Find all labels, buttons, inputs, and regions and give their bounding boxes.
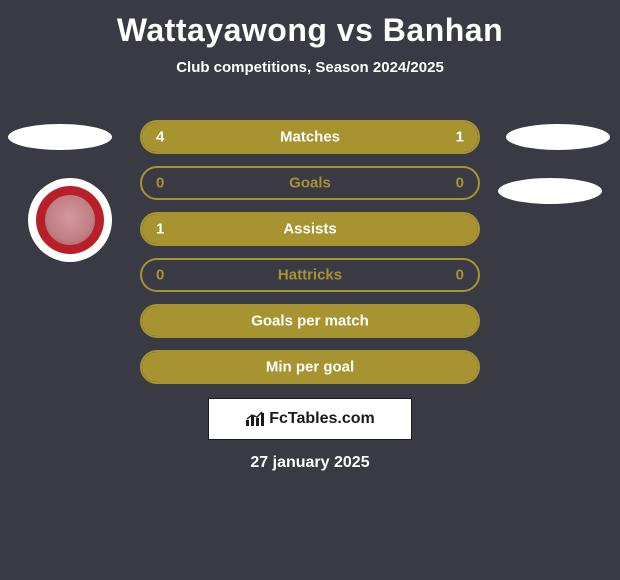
stat-name: Matches: [280, 129, 340, 146]
page-title: Wattayawong vs Banhan: [0, 0, 620, 49]
brand-text: FcTables.com: [269, 410, 375, 428]
stat-row: Goals per match: [140, 304, 480, 338]
decor-ellipse-top-left: [8, 124, 112, 150]
decor-ellipse-mid-right: [498, 178, 602, 204]
stat-name: Goals: [289, 175, 331, 192]
stat-row: 4 1 Matches: [140, 120, 480, 154]
stat-fill-right: [411, 122, 478, 152]
brand-link[interactable]: FcTables.com: [208, 398, 412, 440]
stat-value-right: 1: [456, 129, 464, 146]
stat-name: Min per goal: [266, 359, 354, 376]
chart-icon: [245, 411, 265, 427]
stat-value-left: 4: [156, 129, 164, 146]
page-subtitle: Club competitions, Season 2024/2025: [0, 59, 620, 76]
stat-value-left: 0: [156, 267, 164, 284]
decor-ellipse-top-right: [506, 124, 610, 150]
stat-value-left: 1: [156, 221, 164, 238]
date-text: 27 january 2025: [250, 454, 369, 472]
stat-value-right: 0: [456, 175, 464, 192]
stat-value-left: 0: [156, 175, 164, 192]
stat-value-right: 0: [456, 267, 464, 284]
stat-name: Hattricks: [278, 267, 342, 284]
stat-value-right: 0: [456, 221, 464, 238]
stat-name: Goals per match: [251, 313, 369, 330]
stat-row: 1 0 Assists: [140, 212, 480, 246]
stat-fill-left: [142, 122, 411, 152]
stat-name: Assists: [283, 221, 336, 238]
stat-row: Min per goal: [140, 350, 480, 384]
stat-row: 0 0 Goals: [140, 166, 480, 200]
club-badge-left-inner: [36, 186, 104, 254]
stat-row: 0 0 Hattricks: [140, 258, 480, 292]
club-badge-left: [28, 178, 112, 262]
stats-area: 4 1 Matches 0 0 Goals 1 0 Assists 0 0 Hattricks Goal…: [140, 120, 480, 396]
